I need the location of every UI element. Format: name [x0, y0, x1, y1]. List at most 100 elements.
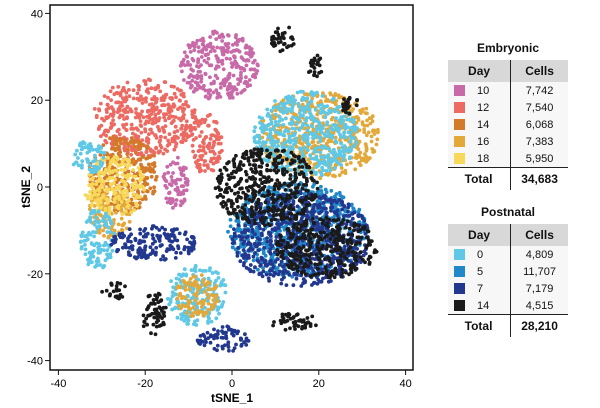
- data-point: [276, 161, 281, 166]
- data-point: [125, 157, 130, 162]
- data-point: [223, 290, 228, 295]
- data-point: [102, 233, 106, 238]
- data-point: [314, 130, 319, 134]
- data-point: [238, 243, 243, 248]
- data-point: [80, 159, 85, 164]
- data-point: [111, 181, 116, 186]
- data-point: [134, 107, 138, 111]
- data-point: [232, 346, 237, 350]
- data-point: [175, 227, 179, 232]
- data-point: [98, 224, 102, 229]
- data-point: [354, 262, 359, 266]
- data-point: [112, 218, 116, 222]
- data-point: [320, 165, 324, 170]
- data-point: [168, 243, 173, 248]
- data-point: [310, 104, 315, 109]
- data-point: [184, 123, 189, 128]
- data-point: [238, 66, 243, 71]
- cluster-E10: [161, 155, 190, 210]
- data-point: [290, 274, 295, 279]
- data-point: [193, 298, 198, 303]
- data-point: [125, 104, 130, 109]
- data-point: [258, 137, 262, 141]
- data-point: [232, 55, 237, 60]
- data-point: [331, 257, 336, 262]
- data-point: [205, 163, 210, 168]
- data-point: [357, 220, 362, 224]
- data-point: [199, 305, 204, 309]
- data-point: [370, 147, 375, 151]
- data-point: [244, 75, 248, 80]
- data-point: [98, 263, 103, 267]
- data-point: [181, 57, 186, 62]
- data-point: [116, 222, 121, 227]
- data-point: [268, 268, 272, 273]
- data-point: [260, 233, 264, 238]
- data-point: [125, 152, 130, 157]
- data-point: [243, 230, 248, 235]
- data-point: [178, 166, 182, 171]
- data-point: [164, 196, 169, 201]
- data-point: [121, 96, 125, 101]
- data-point: [168, 300, 173, 304]
- data-point: [302, 279, 307, 284]
- data-point: [126, 169, 131, 174]
- data-point: [199, 74, 204, 78]
- data-point: [183, 304, 188, 309]
- data-point: [135, 91, 140, 96]
- data-point: [297, 104, 302, 109]
- data-point: [253, 265, 257, 269]
- data-point: [186, 63, 190, 67]
- data-point: [163, 118, 168, 123]
- data-point: [217, 311, 221, 316]
- data-point: [305, 148, 310, 153]
- data-point: [220, 329, 224, 334]
- data-point: [258, 264, 263, 268]
- data-point: [273, 112, 278, 117]
- data-point: [324, 190, 329, 195]
- data-point: [321, 91, 325, 95]
- data-point: [116, 203, 121, 208]
- data-point: [123, 138, 127, 143]
- data-point: [273, 250, 277, 255]
- data-point: [187, 134, 192, 139]
- data-point: [267, 185, 272, 190]
- data-point: [102, 118, 106, 123]
- data-point: [202, 289, 207, 294]
- data-point: [159, 257, 163, 262]
- data-point: [123, 170, 128, 175]
- data-point: [152, 153, 157, 158]
- data-point: [269, 108, 274, 113]
- data-point: [141, 155, 145, 159]
- data-point: [203, 151, 208, 156]
- data-point: [198, 285, 203, 290]
- data-point: [215, 348, 219, 353]
- data-point: [216, 59, 221, 64]
- data-point: [154, 136, 159, 140]
- data-point: [174, 292, 179, 297]
- data-point: [363, 152, 367, 157]
- data-point: [198, 154, 203, 159]
- data-point: [304, 188, 308, 193]
- data-point: [314, 146, 319, 151]
- data-point: [143, 82, 148, 87]
- data-point: [238, 162, 242, 167]
- data-point: [173, 124, 178, 129]
- data-point: [302, 183, 306, 187]
- data-point: [204, 53, 209, 57]
- data-point: [203, 283, 207, 288]
- data-point: [129, 232, 134, 237]
- data-point: [93, 157, 98, 162]
- data-point: [340, 202, 345, 207]
- data-point: [146, 77, 151, 82]
- data-point: [228, 224, 233, 229]
- data-point: [272, 187, 277, 192]
- data-point: [122, 196, 127, 201]
- data-point: [236, 223, 241, 228]
- data-point: [165, 200, 170, 205]
- data-point: [219, 335, 224, 340]
- data-point: [281, 123, 286, 127]
- data-point: [161, 151, 166, 156]
- data-point: [204, 340, 208, 344]
- data-point: [108, 182, 113, 187]
